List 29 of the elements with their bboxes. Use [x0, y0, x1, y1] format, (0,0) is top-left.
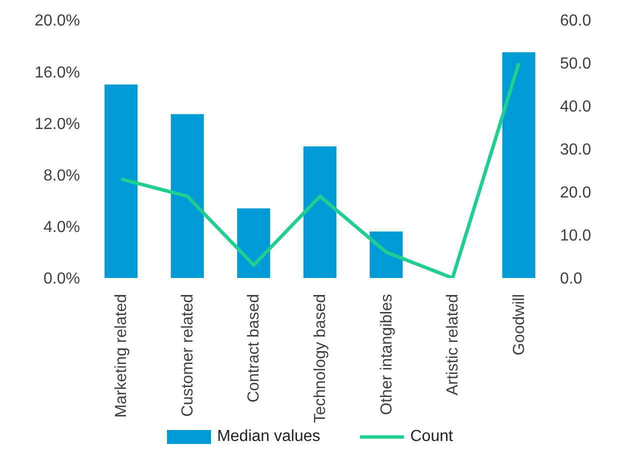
- legend-label: Count: [409, 428, 453, 446]
- bar: [170, 114, 204, 278]
- y2-tick-label: 40.0: [560, 98, 592, 116]
- x-tick-label: Contract based: [246, 294, 263, 403]
- y2-tick-label: 0.0: [560, 270, 582, 288]
- legend-label: Median values: [216, 428, 320, 446]
- y2-tick-label: 50.0: [560, 56, 592, 73]
- bar: [370, 232, 403, 278]
- y-tick-label: 20.0%: [34, 12, 80, 30]
- x-tick-label: Other intangibles: [378, 294, 396, 415]
- y2-tick-label: 30.0: [560, 142, 592, 159]
- x-tick-label: Artistic related: [444, 294, 462, 396]
- x-tick-label: Technology based: [312, 294, 329, 423]
- line-series: [119, 61, 521, 278]
- bar: [237, 208, 270, 278]
- y-tick-label: 4.0%: [44, 219, 80, 236]
- y2-tick-label: 60.0: [560, 12, 592, 30]
- y2-tick-label: 10.0: [560, 228, 592, 245]
- x-tick-label: Customer related: [179, 294, 196, 417]
- bar: [303, 146, 336, 278]
- y-tick-label: 16.0%: [34, 64, 80, 82]
- y2-tick-label: 20.0: [560, 184, 592, 202]
- y-tick-label: 8.0%: [44, 167, 80, 184]
- x-tick-label: Goodwill: [510, 294, 528, 356]
- bar: [104, 84, 138, 278]
- x-tick-label: Marketing related: [113, 294, 130, 418]
- y-tick-label: 0.0%: [44, 270, 80, 288]
- y-tick-label: 12.0%: [34, 116, 80, 133]
- bar: [502, 52, 536, 278]
